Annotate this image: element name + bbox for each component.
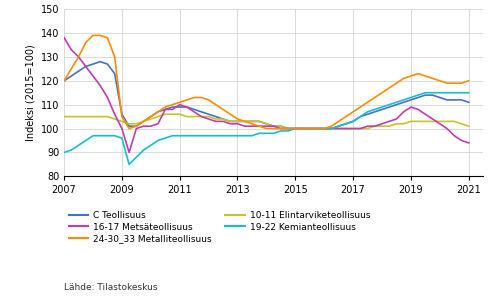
Legend: C Teollisuus, 16-17 Metsäteollisuus, 24-30_33 Metalliteollisuus, 10-11 Elintarvi: C Teollisuus, 16-17 Metsäteollisuus, 24-… <box>69 211 370 243</box>
Text: Lähde: Tilastokeskus: Lähde: Tilastokeskus <box>64 283 158 292</box>
Y-axis label: Indeksi (2015=100): Indeksi (2015=100) <box>25 44 35 141</box>
